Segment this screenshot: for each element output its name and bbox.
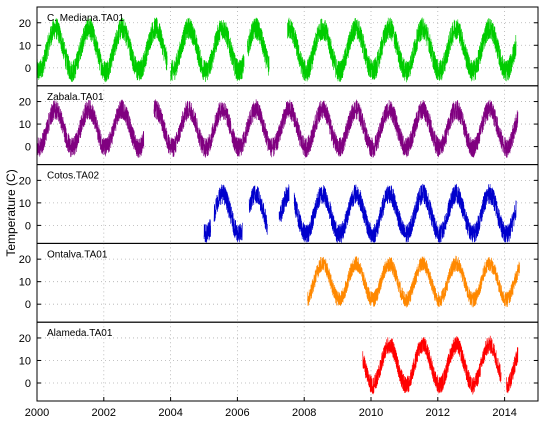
- series-line-c-mediana-ta01: [36, 17, 168, 83]
- panel-label: Zabala.TA01: [47, 92, 104, 103]
- panel-alameda-ta01: 0 10 20 Alameda.TA01: [19, 321, 539, 402]
- panels-layer: 0 10 20 C. Mediana.TA01 0 10 20 Zabala.TA01 0 10 2…: [19, 6, 539, 402]
- y-tick-label: 10: [19, 119, 31, 131]
- y-tick-label: 0: [25, 142, 31, 154]
- y-tick-label: 0: [25, 378, 31, 390]
- y-tick-label: 20: [19, 175, 31, 187]
- y-tick-label: 20: [19, 333, 31, 345]
- series-line-ontalva-ta01: [307, 255, 520, 308]
- x-tick-label: 2014: [492, 407, 516, 419]
- series-line-cotos-ta02: [213, 184, 243, 243]
- series-line-cotos-ta02: [293, 183, 517, 244]
- x-tick-label: 2012: [426, 407, 450, 419]
- panel-zabala-ta01: 0 10 20 Zabala.TA01: [19, 85, 539, 166]
- x-tick-label: 2000: [25, 407, 49, 419]
- y-axis-title: Temperature (C): [4, 169, 18, 256]
- y-tick-label: 0: [25, 220, 31, 232]
- panel-label: Ontalva.TA01: [47, 249, 108, 260]
- x-tick-label: 2008: [292, 407, 316, 419]
- panel-ontalva-ta01: 0 10 20 Ontalva.TA01: [19, 242, 539, 323]
- x-tick-label: 2006: [225, 407, 249, 419]
- panel-frame: [36, 85, 539, 166]
- y-tick-label: 10: [19, 198, 31, 210]
- series-line-c-mediana-ta01: [247, 17, 270, 76]
- panel-label: Cotos.TA02: [47, 171, 99, 182]
- x-tick-label: 2002: [92, 407, 116, 419]
- series-line-c-mediana-ta01: [170, 17, 245, 83]
- series-line-cotos-ta02: [278, 184, 290, 222]
- x-tick-label: 2010: [359, 407, 383, 419]
- series-line-c-mediana-ta01: [287, 17, 517, 83]
- x-tick-label: 2004: [158, 407, 182, 419]
- panel-label: Alameda.TA01: [47, 328, 113, 339]
- y-tick-label: 10: [19, 40, 31, 52]
- series-line-alameda-ta01: [362, 335, 502, 395]
- y-tick-label: 20: [19, 18, 31, 30]
- series-line-alameda-ta01: [506, 347, 519, 394]
- panel-label: C. Mediana.TA01: [47, 13, 125, 24]
- series-line-cotos-ta02: [203, 219, 211, 243]
- y-tick-label: 0: [25, 299, 31, 311]
- series-line-zabala-ta01: [153, 99, 519, 158]
- y-tick-label: 10: [19, 355, 31, 367]
- panel-c-mediana-ta01: 0 10 20 C. Mediana.TA01: [19, 6, 539, 87]
- x-axis: 2000 2002 2004 2006 2008 2010 2012 2014: [25, 397, 517, 419]
- y-tick-label: 10: [19, 277, 31, 289]
- panel-frame: [36, 321, 539, 402]
- panel-frame: [36, 242, 539, 323]
- series-line-cotos-ta02: [248, 185, 268, 235]
- y-tick-label: 20: [19, 97, 31, 109]
- panel-cotos-ta02: 0 10 20 Cotos.TA02: [19, 164, 539, 244]
- y-tick-label: 0: [25, 63, 31, 75]
- y-tick-label: 20: [19, 254, 31, 266]
- series-line-zabala-ta01: [36, 99, 145, 158]
